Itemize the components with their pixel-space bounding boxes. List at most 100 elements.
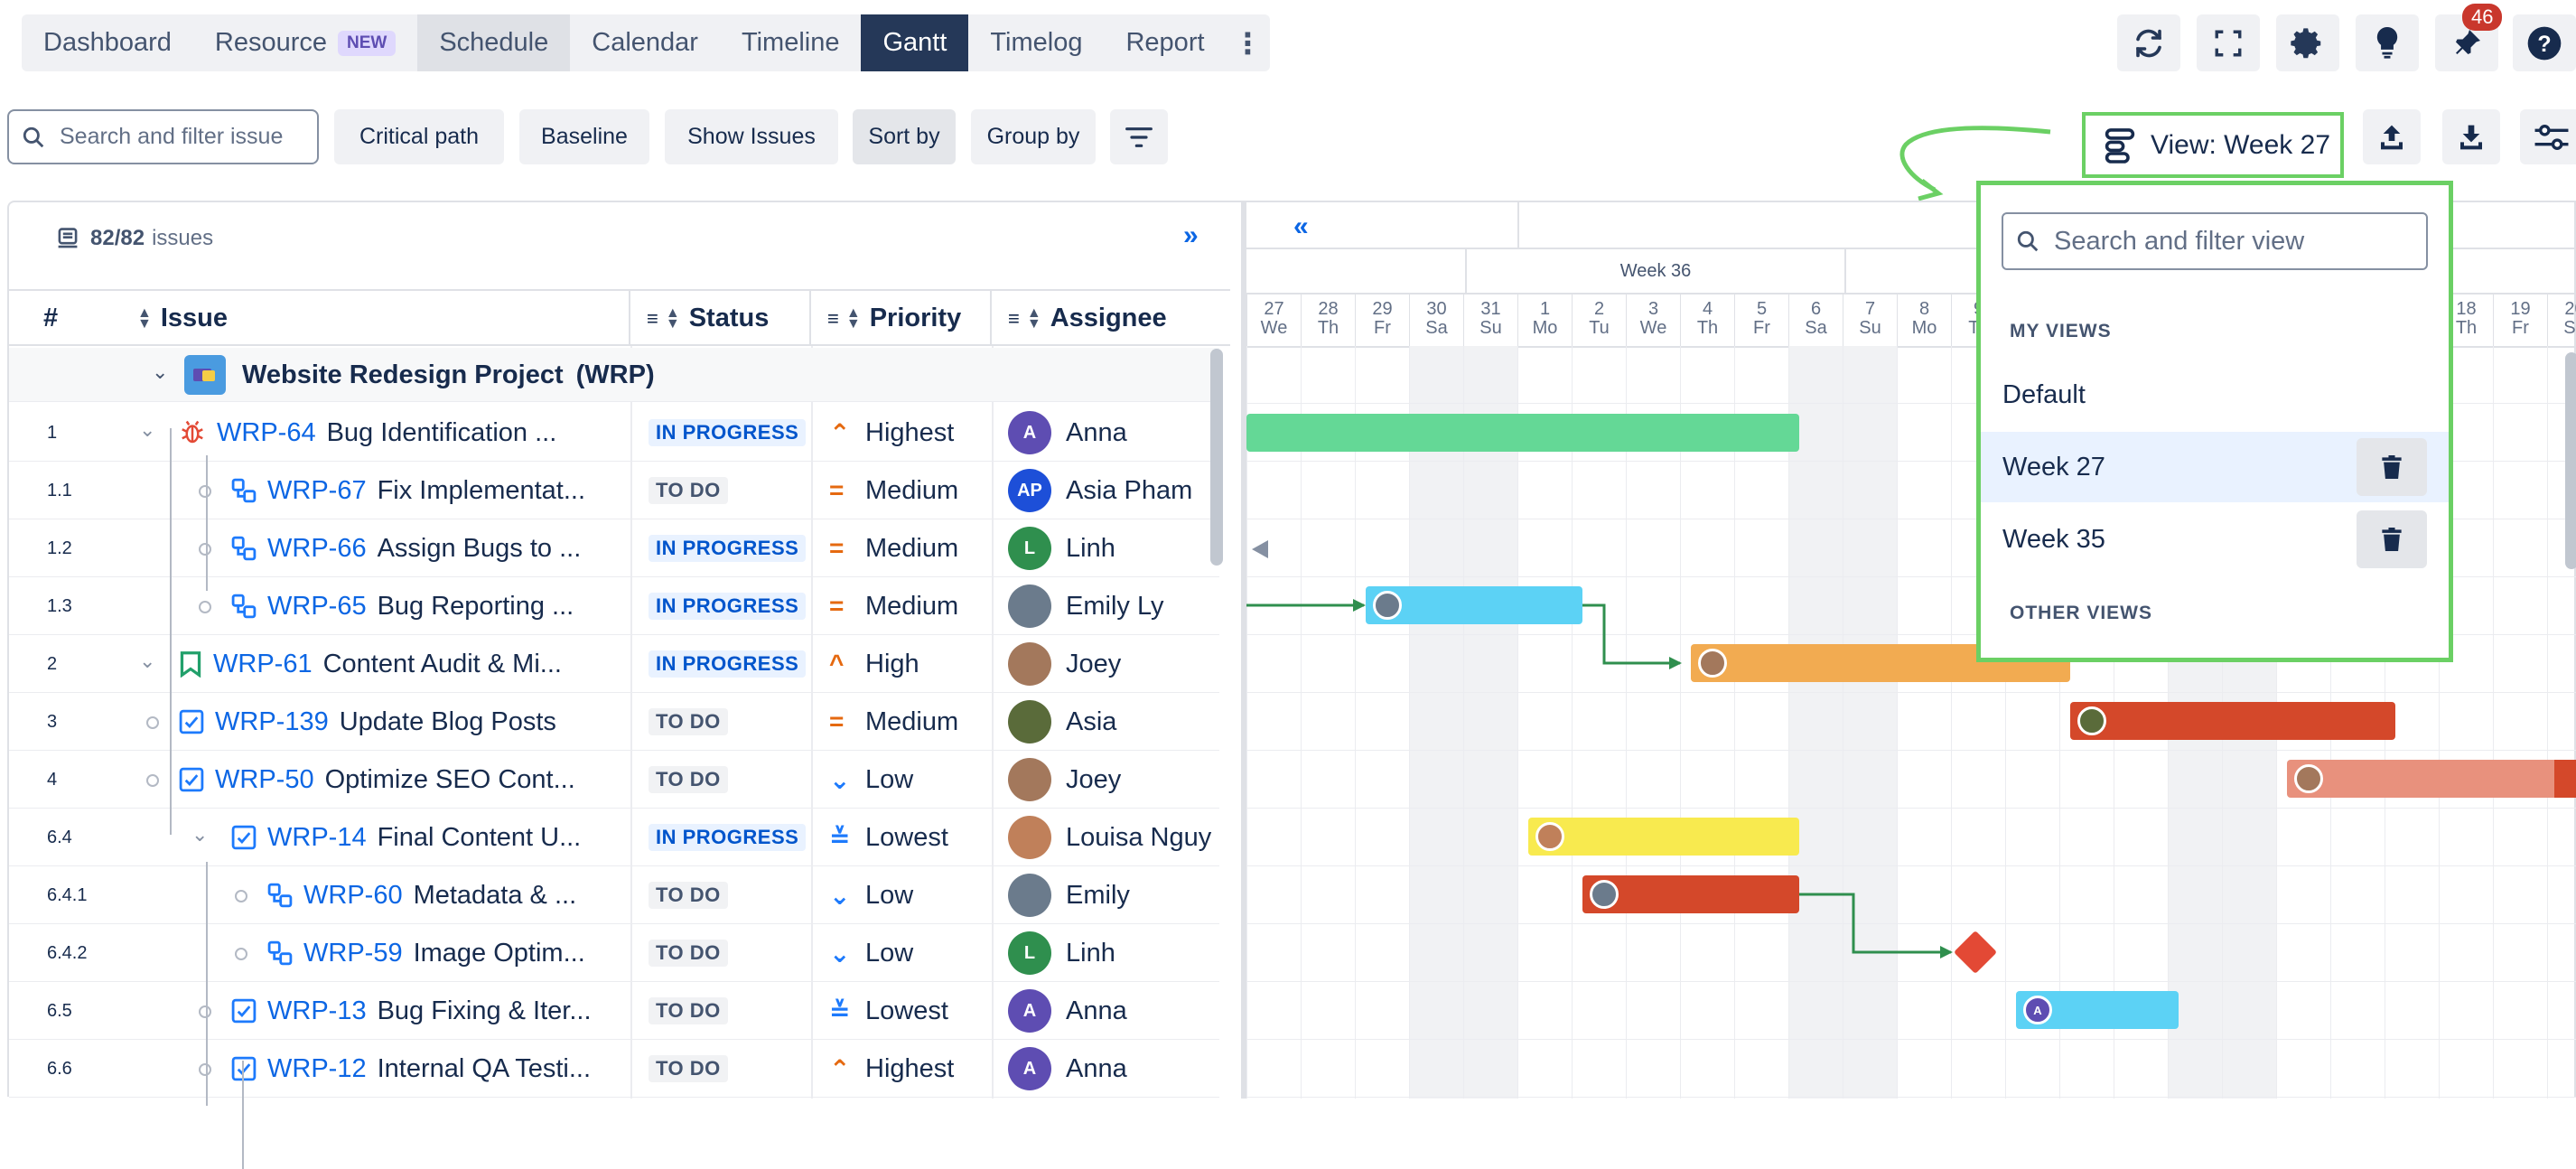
status-badge[interactable]: TO DO bbox=[649, 997, 728, 1024]
assignee-cell[interactable]: Joey bbox=[1008, 751, 1216, 809]
download-icon[interactable] bbox=[2442, 109, 2500, 164]
task-bar[interactable] bbox=[1582, 875, 1799, 913]
fullscreen-icon[interactable] bbox=[2197, 14, 2260, 71]
table-row[interactable]: 1.1 WRP-67 Fix Implementat... TO DO = Medium A… bbox=[9, 462, 1219, 519]
issue-key-link[interactable]: WRP-65 bbox=[267, 591, 367, 621]
sort-by-button[interactable]: Sort by bbox=[853, 109, 956, 164]
tab-gantt[interactable]: Gantt bbox=[861, 14, 969, 71]
table-row[interactable]: 6.5 WRP-13 Bug Fixing & Iter... TO DO ≚ Lowes… bbox=[9, 982, 1219, 1040]
group-by-button[interactable]: Group by bbox=[971, 109, 1096, 164]
issue-key-link[interactable]: WRP-59 bbox=[303, 938, 403, 968]
issue-title[interactable]: Bug Reporting ... bbox=[377, 591, 574, 621]
assignee-cell[interactable]: Emily Ly bbox=[1008, 577, 1216, 635]
col-issue[interactable]: ▲ ▼ Issue bbox=[137, 291, 630, 346]
issue-title[interactable]: Metadata & ... bbox=[413, 880, 577, 910]
issue-key-link[interactable]: WRP-13 bbox=[267, 996, 367, 1025]
chevron-down-icon[interactable]: ⌄ bbox=[139, 650, 156, 672]
issue-title[interactable]: Assign Bugs to ... bbox=[377, 533, 582, 563]
status-badge[interactable]: IN PROGRESS bbox=[649, 419, 807, 446]
chevron-down-icon[interactable]: ⌄ bbox=[191, 823, 209, 846]
tab-calendar[interactable]: Calendar bbox=[570, 14, 720, 71]
issue-key-link[interactable]: WRP-50 bbox=[215, 764, 314, 794]
status-badge[interactable]: TO DO bbox=[649, 1055, 728, 1082]
issue-key-link[interactable]: WRP-60 bbox=[303, 880, 403, 910]
col-assignee[interactable]: ≡ ▲ ▼ Assignee bbox=[992, 291, 1219, 346]
assignee-cell[interactable]: Asia bbox=[1008, 693, 1216, 751]
assignee-cell[interactable]: L Linh bbox=[1008, 519, 1216, 577]
tab-schedule[interactable]: Schedule bbox=[417, 14, 571, 71]
status-badge[interactable]: TO DO bbox=[649, 882, 728, 909]
priority-cell[interactable]: ^ High bbox=[829, 635, 919, 693]
chevron-down-icon[interactable]: ⌄ bbox=[152, 360, 169, 383]
table-row[interactable]: 6.4.1 WRP-60 Metadata & ... TO DO ⌄ Low Emily bbox=[9, 866, 1219, 924]
issue-key-link[interactable]: WRP-14 bbox=[267, 822, 367, 852]
issue-key-link[interactable]: WRP-139 bbox=[215, 706, 329, 736]
task-bar[interactable] bbox=[2070, 702, 2395, 740]
issue-title[interactable]: Image Optim... bbox=[413, 938, 585, 968]
priority-cell[interactable]: = Medium bbox=[829, 693, 958, 751]
table-row[interactable]: 1.2 WRP-66 Assign Bugs to ... IN PROGRESS = M… bbox=[9, 519, 1219, 577]
col-status[interactable]: ≡ ▲ ▼ Status bbox=[630, 291, 811, 346]
col-priority[interactable]: ≡ ▲ ▼ Priority bbox=[811, 291, 992, 346]
view-option-default[interactable]: Default bbox=[1981, 360, 2449, 430]
baseline-button[interactable]: Baseline bbox=[519, 109, 649, 164]
gantt-scrollbar[interactable] bbox=[2565, 352, 2576, 569]
tab-resource[interactable]: Resource NEW bbox=[193, 14, 417, 71]
priority-cell[interactable]: ⌄ Low bbox=[829, 924, 913, 982]
assignee-cell[interactable]: L Linh bbox=[1008, 924, 1216, 982]
lightbulb-icon[interactable] bbox=[2356, 14, 2419, 71]
issue-title[interactable]: Final Content U... bbox=[377, 822, 582, 852]
task-bar[interactable] bbox=[1366, 586, 1582, 624]
priority-cell[interactable]: = Medium bbox=[829, 577, 958, 635]
tab-dashboard[interactable]: Dashboard bbox=[22, 14, 193, 71]
issue-title[interactable]: Fix Implementat... bbox=[377, 475, 586, 505]
status-badge[interactable]: IN PROGRESS bbox=[649, 824, 807, 851]
issue-title[interactable]: Bug Identification ... bbox=[326, 417, 557, 447]
assignee-cell[interactable]: Louisa Nguy bbox=[1008, 809, 1216, 866]
notification-icon[interactable]: 46 bbox=[2435, 4, 2503, 71]
assignee-cell[interactable]: Emily bbox=[1008, 866, 1216, 924]
table-row[interactable]: 2 ⌄ WRP-61 Content Audit & Mi... IN PROGRESS… bbox=[9, 635, 1219, 693]
status-badge[interactable]: TO DO bbox=[649, 708, 728, 735]
view-option-week-35[interactable]: Week 35 bbox=[1981, 504, 2449, 575]
issue-key-link[interactable]: WRP-64 bbox=[217, 417, 316, 447]
critical-path-button[interactable]: Critical path bbox=[334, 109, 504, 164]
show-issues-button[interactable]: Show Issues bbox=[665, 109, 838, 164]
status-badge[interactable]: IN PROGRESS bbox=[649, 650, 807, 678]
issue-title[interactable]: Bug Fixing & Iter... bbox=[377, 996, 592, 1025]
issue-search[interactable] bbox=[7, 109, 319, 164]
assignee-cell[interactable]: AP Asia Pham bbox=[1008, 462, 1216, 519]
table-row[interactable]: 3 WRP-139 Update Blog Posts TO DO = Medium Asi… bbox=[9, 693, 1219, 751]
status-badge[interactable]: TO DO bbox=[649, 477, 728, 504]
issue-key-link[interactable]: WRP-66 bbox=[267, 533, 367, 563]
view-search[interactable] bbox=[2002, 212, 2428, 270]
more-tabs-icon[interactable]: ⋮ bbox=[1233, 26, 1263, 60]
search-input[interactable] bbox=[58, 123, 302, 151]
issue-title[interactable]: Optimize SEO Cont... bbox=[324, 764, 575, 794]
view-selector-button[interactable]: View: Week 27 bbox=[2082, 112, 2344, 178]
sync-icon[interactable] bbox=[2117, 14, 2180, 71]
gear-icon[interactable] bbox=[2276, 14, 2339, 71]
status-badge[interactable]: TO DO bbox=[649, 940, 728, 967]
status-badge[interactable]: IN PROGRESS bbox=[649, 535, 807, 562]
collapse-grid-icon[interactable]: « bbox=[1293, 211, 1309, 241]
view-option-week-27[interactable]: Week 27 bbox=[1981, 432, 2449, 502]
task-bar[interactable]: A bbox=[2016, 991, 2179, 1029]
priority-cell[interactable]: ⌄ Low bbox=[829, 751, 913, 809]
priority-cell[interactable]: ⌃ Highest bbox=[829, 1040, 954, 1098]
tab-report[interactable]: Report bbox=[1104, 14, 1226, 71]
issue-key-link[interactable]: WRP-12 bbox=[267, 1053, 367, 1083]
issue-key-link[interactable]: WRP-61 bbox=[213, 649, 313, 678]
tab-timeline[interactable]: Timeline bbox=[720, 14, 862, 71]
table-row[interactable]: 6.4.2 WRP-59 Image Optim... TO DO ⌄ Low L Linh bbox=[9, 924, 1219, 982]
issue-key-link[interactable]: WRP-67 bbox=[267, 475, 367, 505]
assignee-cell[interactable]: A Anna bbox=[1008, 1040, 1216, 1098]
status-badge[interactable]: IN PROGRESS bbox=[649, 593, 807, 620]
status-badge[interactable]: TO DO bbox=[649, 766, 728, 793]
issue-title[interactable]: Internal QA Testi... bbox=[377, 1053, 591, 1083]
filter-icon[interactable] bbox=[1110, 109, 1168, 164]
upload-icon[interactable] bbox=[2363, 109, 2421, 164]
priority-cell[interactable]: ⌃ Highest bbox=[829, 404, 954, 462]
help-icon[interactable]: ? bbox=[2513, 14, 2576, 71]
issue-title[interactable]: Content Audit & Mi... bbox=[322, 649, 562, 678]
